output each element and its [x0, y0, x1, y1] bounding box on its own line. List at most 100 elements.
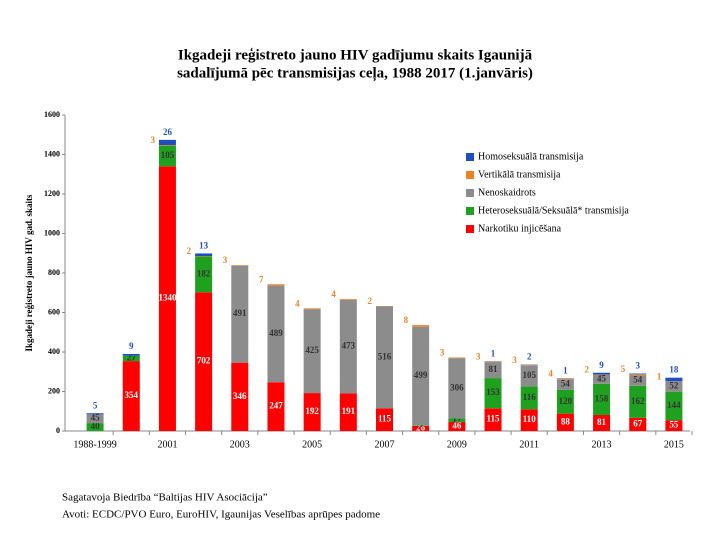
value-label: 17: [452, 414, 462, 424]
bar-segment: [629, 375, 647, 386]
bar-segment: [556, 378, 574, 380]
bar-segment: [158, 166, 176, 431]
y-tick-label: 0: [56, 426, 60, 435]
x-tick-label: 2007: [375, 439, 395, 450]
bar-segment: [556, 413, 574, 431]
value-label: 54: [561, 379, 571, 389]
legend-label: Homoseksuālā transmisija: [478, 151, 584, 162]
value-label: 516: [378, 351, 392, 361]
value-label: 1: [563, 365, 568, 375]
value-label: 473: [342, 341, 356, 351]
value-label: 499: [414, 370, 428, 380]
value-label: 105: [161, 150, 175, 160]
value-label: 46: [452, 421, 462, 431]
value-label: 3: [223, 255, 228, 265]
x-tick-label: 1988-1999: [73, 439, 116, 450]
legend-swatch: [466, 225, 474, 233]
value-label: 26: [163, 127, 173, 137]
bar-segment: [267, 284, 285, 286]
value-label: 45: [597, 373, 607, 383]
bar-segment: [86, 413, 104, 415]
bar-segment: [122, 361, 140, 431]
y-axis-label: Ikgadeji reģistreto jauno HIV gad. skait…: [24, 194, 34, 352]
y-tick-label: 400: [48, 347, 60, 356]
bar-segment: [448, 357, 466, 359]
value-label: 153: [486, 387, 500, 397]
value-label: 45: [91, 413, 101, 423]
value-label: 5: [93, 400, 98, 410]
value-label: 81: [489, 364, 499, 374]
value-label: 18: [669, 365, 679, 375]
value-label: 5: [621, 364, 626, 374]
bar-segment: [665, 391, 683, 421]
x-tick-label: 2003: [230, 439, 250, 450]
value-label: 346: [233, 391, 247, 401]
bar-segment: [267, 382, 285, 431]
bar-segment: [593, 374, 611, 384]
bar-segment: [158, 139, 176, 146]
bar-segment: [376, 408, 393, 431]
bar-segment: [303, 393, 321, 431]
x-tick-label: 2005: [302, 439, 322, 450]
value-label: 9: [129, 341, 134, 351]
value-label: 3: [512, 355, 517, 365]
value-label: 110: [523, 414, 537, 424]
legend-swatch: [466, 189, 474, 197]
value-label: 115: [487, 414, 501, 424]
value-label: 2: [527, 352, 532, 362]
bar-segment: [593, 383, 611, 416]
bar-segment: [303, 309, 321, 394]
bar-segment: [86, 414, 104, 424]
value-label: 3: [440, 348, 445, 358]
bar-segment: [593, 415, 611, 431]
value-label: 247: [269, 401, 283, 411]
chart-subtitle: sadalījumā pēc transmisijas ceļa, 1988 2…: [177, 65, 533, 81]
bar-segment: [448, 418, 466, 422]
bar-segment: [593, 372, 611, 375]
bar-segment: [484, 408, 502, 431]
value-label: 27: [127, 352, 137, 362]
bar-segment: [629, 373, 647, 375]
bar-segment: [339, 393, 357, 431]
value-label: 489: [269, 328, 283, 338]
legend-swatch: [466, 153, 474, 161]
bar-segment: [339, 299, 357, 394]
y-tick-label: 1600: [44, 110, 60, 119]
bar-segment: [376, 306, 393, 409]
legend-label: Heteroseksuālā/Seksuālā* transmisija: [478, 205, 629, 216]
bar-segment: [520, 386, 538, 410]
value-label: 2: [368, 296, 373, 306]
value-label: 158: [595, 393, 609, 403]
bar-segment: [665, 420, 683, 431]
bar-segment: [520, 365, 538, 387]
value-label: 3: [635, 361, 640, 371]
y-tick-label: 1200: [44, 189, 60, 198]
value-label: 1: [657, 371, 662, 381]
legend-swatch: [466, 207, 474, 215]
value-label: 105: [522, 370, 536, 380]
x-tick-label: 2011: [519, 439, 539, 450]
legend-swatch: [466, 171, 474, 179]
bar-segment: [484, 378, 502, 409]
bar-segment: [520, 409, 538, 431]
y-tick-label: 1000: [44, 228, 60, 237]
value-label: 182: [197, 268, 211, 278]
value-label: 120: [559, 396, 573, 406]
footnote: Sagatavoja Biedrība “Baltijas HIV Asociā…: [62, 492, 268, 504]
bar-segment: [158, 145, 176, 167]
bar-segment: [158, 145, 176, 146]
footnote: Avoti: ECDC/PVO Euro, EuroHIV, Igaunijas…: [62, 509, 380, 521]
value-label: 4: [548, 369, 553, 379]
value-label: 3: [476, 352, 481, 362]
value-label: 81: [597, 417, 607, 427]
bar-segment: [412, 425, 430, 426]
value-label: 115: [378, 414, 392, 424]
bar-segment: [303, 308, 321, 310]
value-label: 1: [491, 348, 496, 358]
bar-segment: [267, 285, 285, 383]
bar-segment: [484, 362, 502, 379]
value-label: 2: [585, 365, 590, 375]
chart-title: Ikgadeji reģistreto jauno HIV gadījumu s…: [178, 47, 533, 63]
